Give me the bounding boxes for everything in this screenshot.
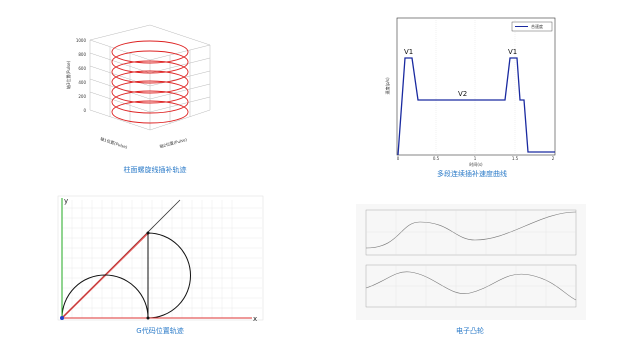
helix	[111, 40, 189, 124]
z-tick: 200	[78, 94, 86, 99]
cam-figure	[356, 204, 586, 320]
z-label: 轴3位置(Pulse)	[65, 60, 71, 89]
speed-curve	[397, 57, 555, 156]
x-tick: 1.5	[512, 156, 519, 161]
caption: 电子凸轮	[456, 326, 484, 335]
z-tick: 0	[83, 108, 86, 113]
x-tick: 1	[474, 156, 477, 161]
x-tick: 0	[397, 156, 400, 161]
plot-frame	[396, 17, 556, 156]
peak-label: V1	[508, 48, 517, 56]
z-tick: 400	[78, 80, 86, 85]
y-label: 速度(p/s)	[384, 77, 390, 95]
x-label: 时间(s)	[469, 161, 483, 167]
z-tick: 800	[78, 52, 86, 57]
x-tick: 2	[552, 156, 555, 161]
caption: 多段连续插补速度曲线	[437, 169, 507, 178]
grid	[435, 18, 516, 155]
z-tick: 600	[78, 66, 86, 71]
plateau-label: V2	[458, 90, 467, 98]
helix-figure	[89, 24, 211, 131]
caption: 柱面螺旋线插补轨迹	[124, 165, 187, 174]
z-tick: 1000	[76, 38, 87, 43]
legend	[511, 21, 553, 32]
axis-label: x	[253, 315, 257, 323]
gcode-figure	[57, 195, 264, 321]
x-tick: 0.5	[433, 156, 440, 161]
caption: G代码位置轨迹	[136, 326, 183, 335]
axis-label: y	[64, 197, 68, 205]
legend-label: 合速度	[531, 23, 543, 29]
peak-label: V1	[404, 48, 413, 56]
